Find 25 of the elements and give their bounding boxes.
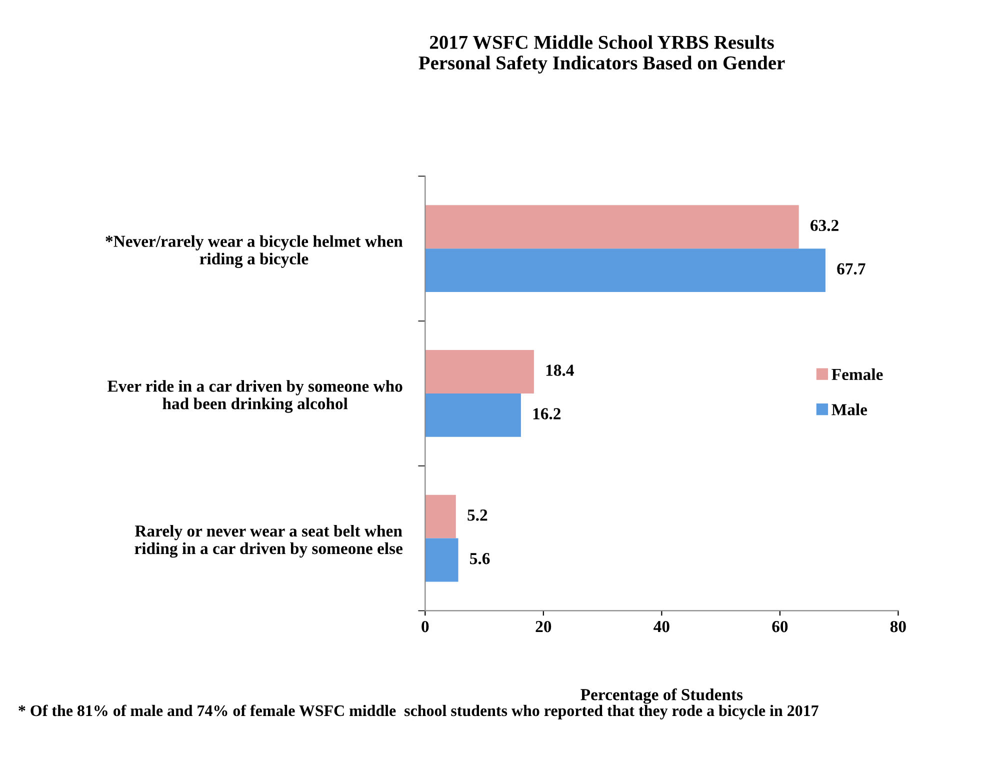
chart-title: 2017 WSFC Middle School YRBS Results Personal Safety Indicators Based on Gender (418, 35, 785, 74)
x-axis-title: Percentage of Students (580, 688, 743, 704)
x-tick-label: 0 (422, 620, 429, 632)
y-tick-label: Rarely or never wear a seat belt when riding in a car driven by someone else (134, 524, 402, 558)
x-tick-label: 20 (536, 620, 552, 632)
y-tick-label: *Never/rarely wear a bicycle helmet when riding a bicycle (106, 235, 403, 268)
data-label: 67.7 (837, 263, 866, 275)
bar (425, 205, 799, 249)
legend-label: Female (832, 368, 883, 380)
x-tick-label: 40 (654, 620, 670, 632)
x-tick-label: 80 (890, 620, 906, 632)
data-label: 5.6 (470, 553, 490, 564)
data-label: 5.2 (468, 510, 488, 521)
x-tick-label: 60 (772, 620, 788, 632)
bar (425, 538, 458, 582)
data-label: 18.4 (546, 364, 574, 376)
data-label: 16.2 (533, 408, 561, 420)
data-label: 63.2 (810, 220, 838, 232)
bar (425, 350, 534, 394)
text: * Of the 81% of male and 74% of female WSFC middle school students who reported that they rode a bicycle in 2017 (18, 704, 818, 720)
y-tick-label: Ever ride in a car driven by someone who had been drinking alcohol (108, 380, 402, 413)
legend-label: Male (832, 404, 868, 416)
bar (425, 494, 456, 538)
bar (425, 248, 826, 292)
bar (425, 393, 521, 437)
